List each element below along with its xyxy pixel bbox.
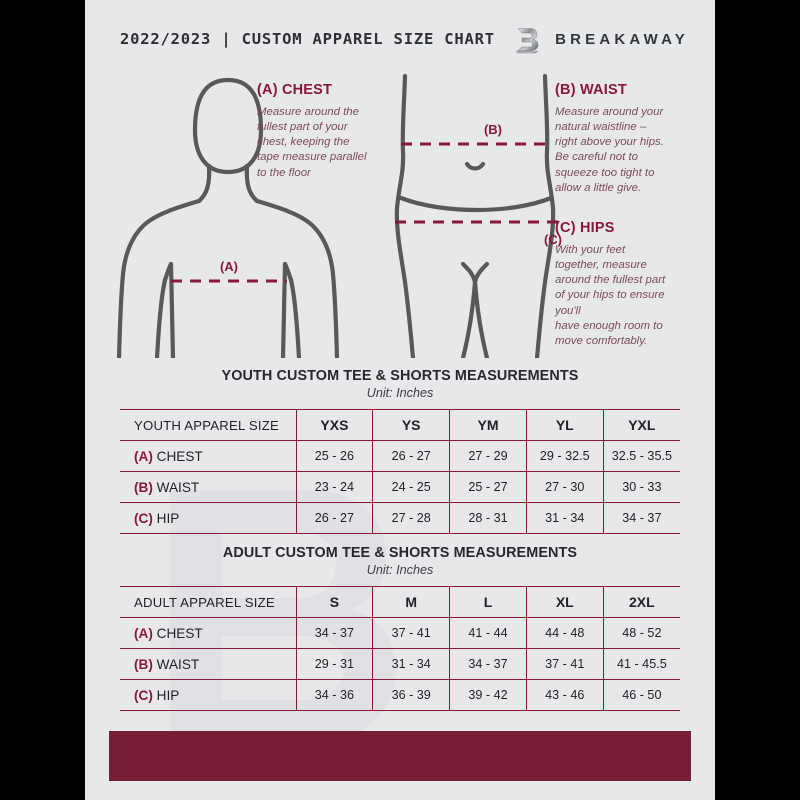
brand-name: BREAKAWAY	[555, 30, 689, 48]
illustration-band: (A)	[85, 68, 715, 358]
row-label-hip: (C) HIP	[120, 502, 296, 534]
cell-value: 32.5 - 35.5	[602, 440, 680, 472]
footer-bar	[109, 731, 691, 781]
cell-value: 41 - 45.5	[602, 648, 680, 680]
adult-table-title: ADULT CUSTOM TEE & SHORTS MEASUREMENTS	[222, 545, 578, 561]
front-torso-figure: (A)	[116, 77, 340, 358]
waist-measure-label: (B)	[484, 122, 502, 137]
row-label-chest: (A) CHEST	[120, 440, 296, 472]
youth-size-table: YOUTH APPAREL SIZE YXS YS YM YL YXL (A) …	[120, 409, 680, 534]
table-row: (C) HIP 34 - 36 36 - 39 39 - 42 43 - 46 …	[120, 679, 680, 711]
callout-waist-body: Measure around your natural waistline – …	[555, 106, 664, 194]
cell-value: 24 - 25	[372, 471, 450, 503]
column-header-l: L	[449, 586, 527, 618]
youth-size-table-block: YOUTH CUSTOM TEE & SHORTS MEASUREMENTS U…	[120, 368, 680, 534]
cell-value: 39 - 42	[449, 679, 527, 711]
row-name: CHEST	[156, 625, 203, 641]
cell-value: 27 - 28	[372, 502, 450, 534]
cell-value: 29 - 32.5	[525, 440, 604, 472]
column-header-xl: XL	[525, 586, 604, 618]
callout-hips-body: With your feet together, measure around …	[555, 244, 666, 347]
row-label-waist: (B) WAIST	[120, 648, 296, 680]
brand-lockup: BREAKAWAY	[512, 24, 689, 54]
lower-body-figure: (B) (C)	[394, 73, 562, 358]
cell-value: 34 - 36	[295, 679, 373, 711]
column-header-yxl: YXL	[602, 409, 680, 441]
cell-value: 26 - 27	[295, 502, 373, 534]
cell-value: 31 - 34	[525, 502, 604, 534]
column-header-2xl: 2XL	[602, 586, 680, 618]
youth-table-title: YOUTH CUSTOM TEE & SHORTS MEASUREMENTS	[221, 368, 579, 384]
cell-value: 27 - 29	[449, 440, 527, 472]
column-header-yl: YL	[525, 409, 604, 441]
callout-chest: (A) CHEST Measure around the fullest par…	[257, 82, 397, 181]
chest-measure-label: (A)	[220, 259, 238, 274]
row-label-hip: (C) HIP	[120, 679, 296, 711]
cell-value: 31 - 34	[372, 648, 450, 680]
cell-value: 27 - 30	[525, 471, 604, 503]
callout-waist: (B) WAIST Measure around your natural wa…	[555, 82, 695, 196]
cell-value: 29 - 31	[295, 648, 373, 680]
column-header-yxs: YXS	[295, 409, 373, 441]
page-header: 2022/2023 | CUSTOM APPAREL SIZE CHART	[85, 0, 715, 72]
breakaway-b-logo-icon	[515, 28, 539, 54]
cell-value: 48 - 52	[602, 617, 680, 649]
cell-value: 37 - 41	[525, 648, 604, 680]
table-row: (B) WAIST 29 - 31 31 - 34 34 - 37 37 - 4…	[120, 648, 680, 680]
page-title: 2022/2023 | CUSTOM APPAREL SIZE CHART	[120, 30, 495, 48]
row-name: CHEST	[156, 448, 203, 464]
hip-measure-label: (C)	[544, 232, 562, 247]
callout-hips: (C) HIPS With your feet together, measur…	[555, 220, 697, 349]
row-label-chest: (A) CHEST	[120, 617, 296, 649]
cell-value: 26 - 27	[372, 440, 450, 472]
table-row: (B) WAIST 23 - 24 24 - 25 25 - 27 27 - 3…	[120, 471, 680, 503]
callout-chest-body: Measure around the fullest part of your …	[257, 106, 367, 179]
cell-value: 36 - 39	[372, 679, 450, 711]
column-header-s: S	[295, 586, 373, 618]
cell-value: 23 - 24	[295, 471, 373, 503]
size-chart-page: 2022/2023 | CUSTOM APPAREL SIZE CHART	[85, 0, 715, 800]
row-tag: (B)	[134, 479, 153, 495]
cell-value: 34 - 37	[602, 502, 680, 534]
adult-size-table: ADULT APPAREL SIZE S M L XL 2XL (A) CHES…	[120, 586, 680, 711]
cell-value: 41 - 44	[449, 617, 527, 649]
row-name: HIP	[156, 510, 180, 526]
adult-size-table-block: ADULT CUSTOM TEE & SHORTS MEASUREMENTS U…	[120, 545, 680, 711]
adult-row-header-label: ADULT APPAREL SIZE	[120, 586, 296, 618]
row-tag: (B)	[134, 656, 153, 672]
row-tag: (C)	[134, 687, 153, 703]
callout-waist-title: (B) WAIST	[555, 82, 627, 98]
table-row: (A) CHEST 25 - 26 26 - 27 27 - 29 29 - 3…	[120, 440, 680, 472]
cell-value: 37 - 41	[372, 617, 450, 649]
row-label-waist: (B) WAIST	[120, 471, 296, 503]
cell-value: 30 - 33	[602, 471, 680, 503]
youth-table-unit: Unit: Inches	[366, 386, 434, 400]
callout-hips-title: (C) HIPS	[555, 220, 615, 236]
youth-row-header-label: YOUTH APPAREL SIZE	[120, 409, 296, 441]
adult-table-unit: Unit: Inches	[366, 563, 434, 577]
cell-value: 34 - 37	[449, 648, 527, 680]
cell-value: 46 - 50	[602, 679, 680, 711]
column-header-m: M	[372, 586, 450, 618]
row-name: WAIST	[156, 479, 200, 495]
table-row: (C) HIP 26 - 27 27 - 28 28 - 31 31 - 34 …	[120, 502, 680, 534]
table-header-row: ADULT APPAREL SIZE S M L XL 2XL	[120, 586, 680, 618]
row-name: HIP	[156, 687, 180, 703]
cell-value: 34 - 37	[295, 617, 373, 649]
cell-value: 43 - 46	[525, 679, 604, 711]
row-tag: (A)	[134, 448, 153, 464]
row-name: WAIST	[156, 656, 200, 672]
cell-value: 44 - 48	[525, 617, 604, 649]
table-row: (A) CHEST 34 - 37 37 - 41 41 - 44 44 - 4…	[120, 617, 680, 649]
table-header-row: YOUTH APPAREL SIZE YXS YS YM YL YXL	[120, 409, 680, 441]
cell-value: 28 - 31	[449, 502, 527, 534]
callout-chest-title: (A) CHEST	[257, 82, 333, 98]
cell-value: 25 - 27	[449, 471, 527, 503]
column-header-ym: YM	[449, 409, 527, 441]
row-tag: (C)	[134, 510, 153, 526]
column-header-ys: YS	[372, 409, 450, 441]
cell-value: 25 - 26	[295, 440, 373, 472]
row-tag: (A)	[134, 625, 153, 641]
